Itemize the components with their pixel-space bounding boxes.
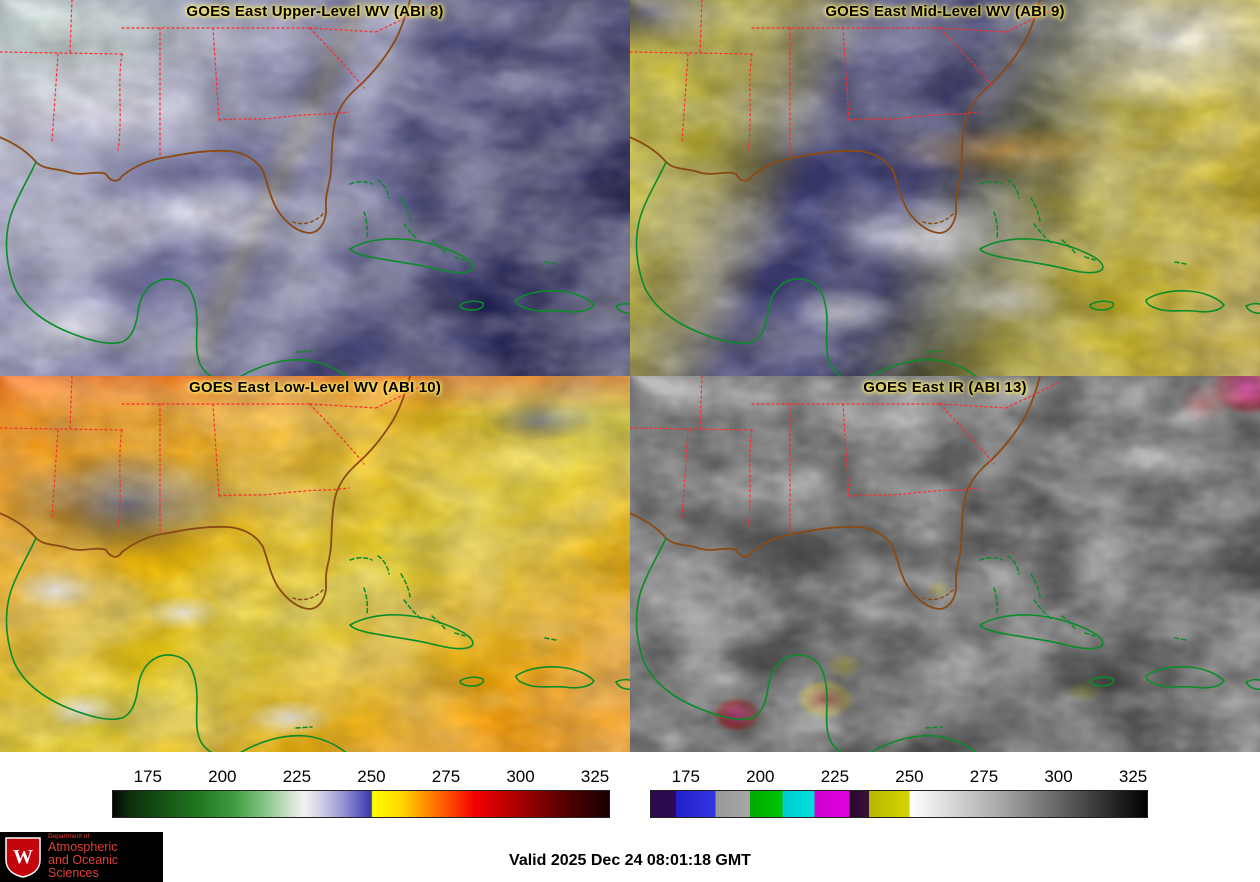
panel-mid-level-wv: GOES East Mid-Level WV (ABI 9) [630, 0, 1260, 376]
mottle-texture [0, 376, 630, 752]
mottle-texture [0, 0, 630, 376]
ir-colorbar: 175 200 225 250 275 300 325 [650, 764, 1148, 818]
panel-title-mid-wv: GOES East Mid-Level WV (ABI 9) [825, 3, 1065, 20]
panel-upper-level-wv: GOES East Upper-Level WV (ABI 8) [0, 0, 630, 376]
colorbar-tick-label: 175 [133, 767, 162, 786]
panel-title-ir: GOES East IR (ABI 13) [863, 379, 1027, 396]
colorbar-tick-label: 325 [580, 767, 610, 786]
map-overlay-upper-wv [0, 0, 630, 376]
logo-line-3: and Oceanic Sciences [48, 852, 119, 880]
ir-colorbar-ticks: 175 200 225 250 275 300 325 [650, 764, 1148, 790]
uw-aos-logo: W Department of Atmospheric and Oceanic … [0, 832, 163, 882]
colorbar-tick-label: 300 [506, 767, 535, 786]
panel-title-low-wv: GOES East Low-Level WV (ABI 10) [188, 379, 442, 396]
ir-colorbar-gradient [650, 790, 1148, 818]
colorbar-tick-label: 325 [1118, 767, 1148, 786]
colorbar-tick-label: 275 [431, 767, 461, 786]
panel-title-upper-wv: GOES East Upper-Level WV (ABI 8) [186, 3, 444, 20]
colorbar-tick-label: 175 [671, 767, 700, 786]
valid-time-label: Valid 2025 Dec 24 08:01:18 GMT [509, 852, 751, 869]
colorbar-row: 175 200 225 250 275 300 325 175 200 225 250 275 300… [0, 752, 1260, 832]
colorbar-tick-label: 250 [895, 767, 924, 786]
panel-low-level-wv: GOES East Low-Level WV (ABI 10) [0, 376, 630, 752]
panel-ir: GOES East IR (ABI 13) [630, 376, 1260, 752]
colorbar-tick-label: 225 [820, 767, 850, 786]
map-overlay-low-wv [0, 376, 630, 752]
footer: W Department of Atmospheric and Oceanic … [0, 832, 1260, 882]
wv-colorbar: 175 200 225 250 275 300 325 [112, 764, 610, 818]
colorbar-tick-label: 250 [357, 767, 386, 786]
logo-text: Department of Atmospheric and Oceanic Sc… [48, 832, 163, 880]
colorbar-tick-label: 300 [1044, 767, 1073, 786]
panel-grid: GOES East Upper-Level WV (ABI 8) GOES Ea… [0, 0, 1260, 752]
logo-dept-line: Department of [48, 832, 90, 840]
mottle-texture [630, 0, 1260, 376]
logo-line-2: Atmospheric [48, 839, 118, 854]
uw-crest-icon: W [5, 837, 41, 878]
colorbar-tick-label: 275 [969, 767, 999, 786]
map-overlay-mid-wv [630, 0, 1260, 376]
colorbar-tick-label: 200 [746, 767, 775, 786]
map-overlay-ir [630, 376, 1260, 752]
colorbar-tick-label: 225 [282, 767, 312, 786]
wv-colorbar-ticks: 175 200 225 250 275 300 325 [112, 764, 610, 790]
svg-text:W: W [13, 846, 33, 868]
colorbar-tick-label: 200 [208, 767, 237, 786]
wv-colorbar-gradient [112, 790, 610, 818]
mottle-texture [630, 376, 1260, 752]
